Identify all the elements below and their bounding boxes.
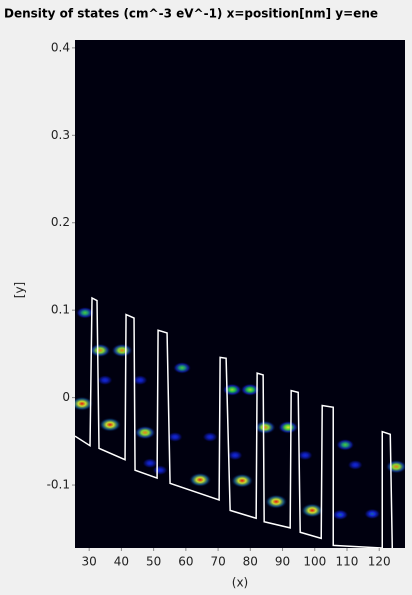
y-tick-label: -0.1 — [47, 478, 70, 492]
plot-area — [75, 40, 405, 548]
y-axis-label: [y] — [13, 282, 27, 298]
dos-spot — [76, 306, 95, 319]
dos-spot — [132, 375, 148, 386]
dos-spot — [278, 420, 299, 434]
x-tick-label: 110 — [336, 555, 359, 569]
y-tick-label: 0.2 — [51, 215, 70, 229]
x-tick-label: 80 — [243, 555, 258, 569]
y-tick-label: 0.3 — [51, 128, 70, 142]
x-tick-label: 50 — [146, 555, 161, 569]
dos-spot — [240, 383, 260, 396]
y-tick-label: 0.1 — [51, 303, 70, 317]
dos-spot — [297, 450, 313, 461]
dos-spot — [152, 465, 168, 476]
dos-spot — [202, 432, 218, 442]
dos-spot — [385, 459, 405, 474]
x-tick-label: 60 — [178, 555, 193, 569]
x-tick-label: 40 — [114, 555, 129, 569]
dos-spot — [222, 383, 242, 396]
dos-spot — [227, 450, 243, 461]
dos-spot — [111, 343, 133, 358]
dos-spot — [167, 432, 183, 442]
y-tick-label: 0.4 — [51, 40, 70, 54]
dos-spot — [142, 458, 158, 469]
dos-spot — [265, 494, 288, 509]
dos-spot — [332, 509, 349, 520]
dos-spot — [134, 425, 156, 440]
dos-spot — [364, 508, 381, 520]
dos-spot — [336, 439, 355, 451]
y-tick-label: 0 — [62, 390, 70, 404]
dos-spot — [173, 362, 192, 374]
x-tick-label: 120 — [368, 555, 391, 569]
dos-spot — [75, 396, 93, 411]
dos-spot — [301, 503, 324, 518]
x-tick-label: 100 — [303, 555, 326, 569]
x-tick-label: 30 — [82, 555, 97, 569]
x-tick-label: 90 — [275, 555, 290, 569]
x-tick-label: 70 — [210, 555, 225, 569]
x-axis-label: (x) — [232, 576, 248, 590]
chart-title: Density of states (cm^-3 eV^-1) x=positi… — [4, 7, 378, 21]
plot-layer — [75, 296, 405, 548]
dos-spot — [89, 343, 111, 358]
dos-spot — [231, 473, 254, 488]
band-edge-line — [75, 296, 394, 548]
dos-spot — [97, 375, 113, 386]
dos-spot — [189, 472, 212, 487]
dos-spot — [99, 417, 122, 432]
dos-spot — [347, 460, 363, 470]
dos-spot — [254, 420, 276, 435]
